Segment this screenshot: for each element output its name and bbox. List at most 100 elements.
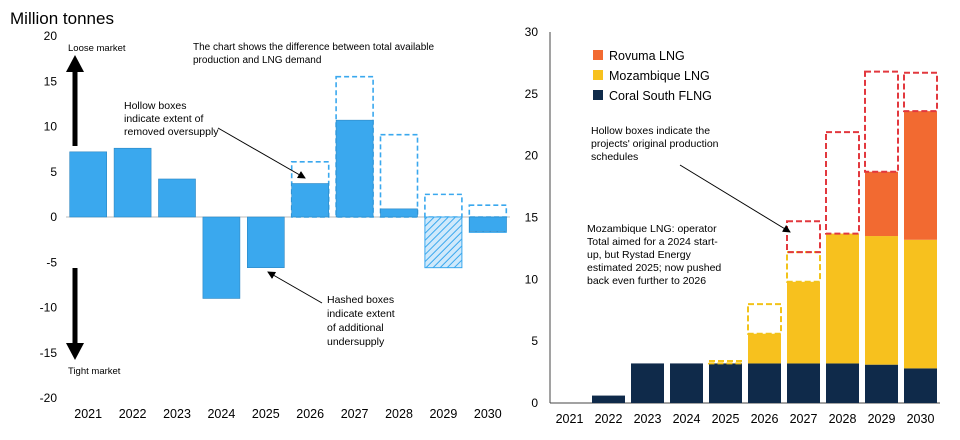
left-y-tick-label: 0 (50, 210, 57, 224)
left-x-tick-label: 2022 (119, 407, 147, 421)
left-x-tick-label: 2027 (341, 407, 369, 421)
right-bar-coral-south-flng (748, 363, 781, 403)
right-bar-coral-south-flng (904, 368, 937, 403)
right-original-schedule-yellow (786, 251, 821, 283)
left-bar (247, 216, 285, 268)
right-bar-coral-south-flng (709, 363, 742, 403)
left-x-tick-label: 2024 (207, 407, 235, 421)
left-x-axis: 2021 2022 2023 2024 2025 2026 2027 2028 2029 2030 (74, 407, 501, 421)
left-bar (202, 216, 241, 299)
loose-market-arrow-head (66, 55, 84, 72)
right-x-tick-label: 2026 (751, 412, 779, 426)
hollow-annotation-left: Hollow boxes indicate extent of removed … (124, 100, 219, 138)
left-y-tick-label: -20 (40, 391, 58, 405)
left-bar (69, 151, 107, 218)
right-bar-coral-south-flng (592, 395, 625, 403)
right-original-schedule-yellow (708, 359, 743, 365)
right-original-schedule-yellow (747, 303, 782, 335)
right-bar-coral-south-flng (631, 363, 664, 403)
left-bar (335, 119, 374, 218)
hollow-annotation-right: Hollow boxes indicate the projects' orig… (591, 125, 721, 163)
hashed-annotation: Hashed boxes indicate extent of addition… (327, 294, 398, 348)
left-hollow-bar (468, 204, 508, 218)
left-y-tick-label: -10 (40, 301, 58, 315)
left-x-tick-label: 2030 (474, 407, 502, 421)
right-bar-coral-south-flng (865, 364, 898, 403)
right-y-tick-label: 20 (525, 149, 539, 163)
left-bar (113, 147, 152, 218)
left-bar (291, 183, 330, 218)
tight-market-label: Tight market (68, 366, 121, 377)
left-y-tick-label: 10 (44, 120, 58, 134)
right-y-tick-label: 0 (531, 396, 538, 410)
right-y-tick-label: 30 (525, 25, 539, 39)
right-legend: Rovuma LNG Mozambique LNG Coral South FL… (593, 49, 712, 103)
left-hollow-bar (379, 133, 419, 218)
legend-label-rovuma: Rovuma LNG (609, 49, 685, 63)
left-y-tick-label: 15 (44, 74, 58, 88)
loose-market-label: Loose market (68, 43, 126, 54)
right-bar-mozambique-lng (826, 233, 859, 364)
left-x-tick-label: 2026 (296, 407, 324, 421)
right-original-schedule-red (864, 70, 899, 173)
right-bar-mozambique-lng (787, 281, 820, 364)
left-x-tick-label: 2021 (74, 407, 102, 421)
right-original-schedule-red (825, 131, 860, 235)
right-x-tick-label: 2021 (556, 412, 584, 426)
intro-annotation: The chart shows the difference between t… (193, 42, 437, 66)
right-y-axis: 0 5 10 15 20 25 30 (525, 25, 940, 410)
legend-swatch-mozambique (593, 70, 603, 80)
right-bar-coral-south-flng (670, 363, 703, 403)
right-x-tick-label: 2023 (634, 412, 662, 426)
right-x-tick-label: 2022 (595, 412, 623, 426)
hollow-annotation-left-arrow (217, 127, 306, 179)
right-x-tick-label: 2024 (673, 412, 701, 426)
right-original-schedule-red (903, 71, 938, 113)
left-x-tick-label: 2023 (163, 407, 191, 421)
left-hashed-bar (424, 216, 463, 269)
right-bar-coral-south-flng (826, 363, 859, 403)
left-bar (468, 216, 507, 232)
right-bar-mozambique-lng (748, 333, 781, 364)
legend-swatch-coral (593, 90, 603, 100)
right-bar-coral-south-flng (787, 363, 820, 403)
right-bar-mozambique-lng (865, 236, 898, 365)
hollow-annotation-right-arrow (679, 164, 791, 233)
right-y-tick-label: 25 (525, 87, 539, 101)
right-original-schedule-red (786, 220, 821, 254)
legend-swatch-rovuma (593, 50, 603, 60)
left-y-axis-title: Million tonnes (10, 9, 114, 28)
right-x-axis: 2021 2022 2023 2024 2025 2026 2027 2028 2029 2030 (556, 412, 935, 426)
tight-market-arrow-head (66, 343, 84, 360)
left-y-tick-label: 5 (50, 165, 57, 179)
left-x-tick-label: 2025 (252, 407, 280, 421)
right-x-tick-label: 2028 (829, 412, 857, 426)
legend-label-coral: Coral South FLNG (609, 89, 712, 103)
hashed-annotation-arrow (267, 271, 323, 304)
right-x-tick-label: 2027 (790, 412, 818, 426)
right-y-tick-label: 5 (531, 334, 538, 348)
left-bar (380, 208, 418, 218)
left-hollow-bar (424, 193, 463, 218)
left-x-tick-label: 2028 (385, 407, 413, 421)
left-y-tick-label: 20 (44, 29, 58, 43)
right-bar-rovuma-lng (904, 111, 937, 240)
left-y-tick-label: -15 (40, 346, 58, 360)
left-bars (69, 75, 508, 299)
right-bar-rovuma-lng (865, 171, 898, 237)
right-y-tick-label: 10 (525, 272, 539, 286)
right-y-tick-label: 15 (525, 211, 539, 225)
right-x-tick-label: 2025 (712, 412, 740, 426)
right-x-tick-label: 2030 (907, 412, 935, 426)
left-y-tick-label: -5 (46, 255, 57, 269)
legend-label-mozambique: Mozambique LNG (609, 69, 710, 83)
left-x-tick-label: 2029 (429, 407, 457, 421)
right-x-tick-label: 2029 (868, 412, 896, 426)
right-bar-mozambique-lng (904, 239, 937, 369)
right-bars (592, 70, 938, 403)
mozambique-annotation: Mozambique LNG: operator Total aimed for… (587, 223, 724, 287)
left-bar (158, 178, 196, 218)
